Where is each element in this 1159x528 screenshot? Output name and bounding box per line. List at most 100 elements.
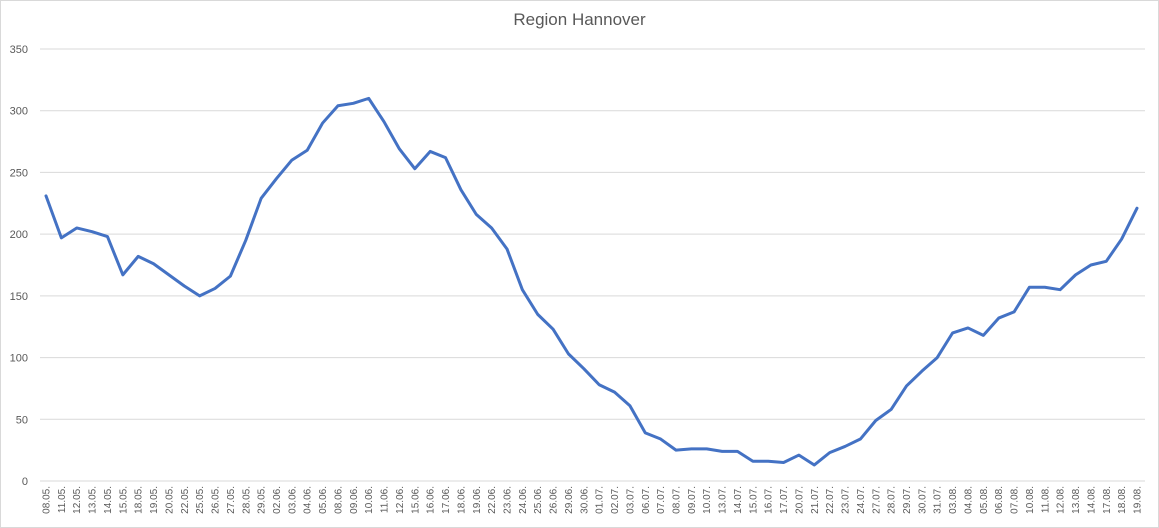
x-tick-label: 26.06. bbox=[549, 486, 560, 514]
data-point bbox=[1136, 207, 1139, 210]
x-tick-label: 11.08. bbox=[1040, 486, 1051, 513]
data-point bbox=[459, 188, 462, 191]
data-point bbox=[905, 384, 908, 387]
x-tick-label: 09.06. bbox=[349, 486, 360, 514]
data-point bbox=[60, 236, 63, 239]
data-point bbox=[936, 356, 939, 359]
data-point bbox=[444, 156, 447, 159]
data-point bbox=[859, 438, 862, 441]
x-tick-label: 18.06. bbox=[456, 486, 467, 514]
data-point bbox=[874, 419, 877, 422]
x-tick-label: 23.07. bbox=[841, 486, 852, 514]
gridlines bbox=[40, 48, 1145, 482]
data-point bbox=[797, 454, 800, 457]
x-tick-label: 06.07. bbox=[641, 486, 652, 514]
data-point bbox=[613, 391, 616, 394]
x-tick-label: 16.07. bbox=[764, 486, 775, 514]
y-tick-label: 350 bbox=[10, 44, 28, 56]
x-tick-label: 11.05. bbox=[57, 486, 68, 513]
data-point bbox=[429, 150, 432, 153]
x-tick-label: 13.05. bbox=[88, 486, 99, 514]
data-point bbox=[321, 122, 324, 125]
x-tick-label: 05.08. bbox=[979, 486, 990, 514]
data-point bbox=[352, 102, 355, 105]
data-point bbox=[721, 450, 724, 453]
x-tick-label: 09.07. bbox=[687, 486, 698, 514]
x-tick-label: 21.07. bbox=[810, 486, 821, 514]
data-point bbox=[137, 255, 140, 258]
x-tick-label: 22.05. bbox=[180, 486, 191, 514]
x-tick-label: 06.08. bbox=[994, 486, 1005, 514]
data-point bbox=[167, 273, 170, 276]
x-tick-label: 02.07. bbox=[610, 486, 621, 514]
data-point bbox=[1013, 310, 1016, 313]
x-tick-label: 20.07. bbox=[794, 486, 805, 514]
data-point bbox=[152, 262, 155, 265]
data-point bbox=[260, 197, 263, 200]
x-tick-label: 24.07. bbox=[856, 486, 867, 514]
data-point bbox=[275, 177, 278, 180]
data-point bbox=[91, 230, 94, 233]
data-point bbox=[552, 328, 555, 331]
x-tick-label: 30.07. bbox=[917, 486, 928, 514]
x-tick-label: 10.06. bbox=[364, 486, 375, 514]
x-tick-label: 28.07. bbox=[887, 486, 898, 514]
x-tick-label: 10.08. bbox=[1025, 486, 1036, 514]
data-point bbox=[521, 288, 524, 291]
x-tick-label: 12.05. bbox=[72, 486, 83, 514]
data-point bbox=[75, 226, 78, 229]
x-tick-label: 14.07. bbox=[733, 486, 744, 514]
data-point bbox=[1043, 286, 1046, 289]
x-tick-label: 24.06. bbox=[518, 486, 529, 514]
x-tick-label: 22.06. bbox=[487, 486, 498, 514]
data-point bbox=[244, 239, 247, 242]
data-point bbox=[475, 213, 478, 216]
data-point bbox=[705, 447, 708, 450]
data-point bbox=[1028, 286, 1031, 289]
y-axis-tick-labels: 0 50 100 150 200 250 300 350 bbox=[10, 44, 28, 488]
data-point bbox=[1120, 238, 1123, 241]
data-point bbox=[290, 159, 293, 162]
x-tick-label: 17.06. bbox=[441, 486, 452, 514]
x-tick-label: 04.08. bbox=[963, 486, 974, 514]
x-tick-label: 03.06. bbox=[287, 486, 298, 514]
data-point bbox=[1089, 264, 1092, 267]
x-tick-label: 17.08. bbox=[1102, 486, 1113, 514]
data-point bbox=[982, 334, 985, 337]
data-point bbox=[490, 226, 493, 229]
x-tick-label: 05.06. bbox=[318, 486, 329, 514]
x-tick-label: 13.07. bbox=[718, 486, 729, 514]
data-point bbox=[505, 247, 508, 250]
data-point bbox=[383, 120, 386, 123]
data-point bbox=[690, 447, 693, 450]
y-tick-label: 50 bbox=[16, 414, 28, 426]
data-point bbox=[920, 370, 923, 373]
x-tick-label: 16.06. bbox=[426, 486, 437, 514]
x-tick-label: 28.05. bbox=[241, 486, 252, 514]
data-point bbox=[659, 438, 662, 441]
x-tick-label: 19.08. bbox=[1133, 486, 1144, 514]
data-point bbox=[598, 383, 601, 386]
x-tick-label: 07.07. bbox=[656, 486, 667, 514]
series-layer bbox=[44, 96, 1139, 467]
y-tick-label: 250 bbox=[10, 167, 28, 179]
data-point bbox=[782, 461, 785, 464]
x-tick-label: 15.07. bbox=[748, 486, 759, 514]
x-tick-label: 01.07. bbox=[595, 486, 606, 514]
x-tick-label: 10.07. bbox=[702, 486, 713, 514]
data-point bbox=[997, 317, 1000, 320]
data-point bbox=[567, 352, 570, 355]
x-tick-label: 08.05. bbox=[42, 486, 53, 514]
x-tick-label: 04.06. bbox=[303, 486, 314, 514]
data-point bbox=[1074, 273, 1077, 276]
data-point bbox=[413, 167, 416, 170]
x-tick-label: 02.06. bbox=[272, 486, 283, 514]
chart-title: Region Hannover bbox=[513, 10, 646, 29]
data-point bbox=[45, 194, 48, 197]
data-point bbox=[813, 463, 816, 466]
data-point bbox=[367, 97, 370, 100]
x-tick-label: 29.05. bbox=[257, 486, 268, 514]
data-point bbox=[1059, 288, 1062, 291]
data-point bbox=[966, 326, 969, 329]
x-tick-label: 14.08. bbox=[1086, 486, 1097, 514]
